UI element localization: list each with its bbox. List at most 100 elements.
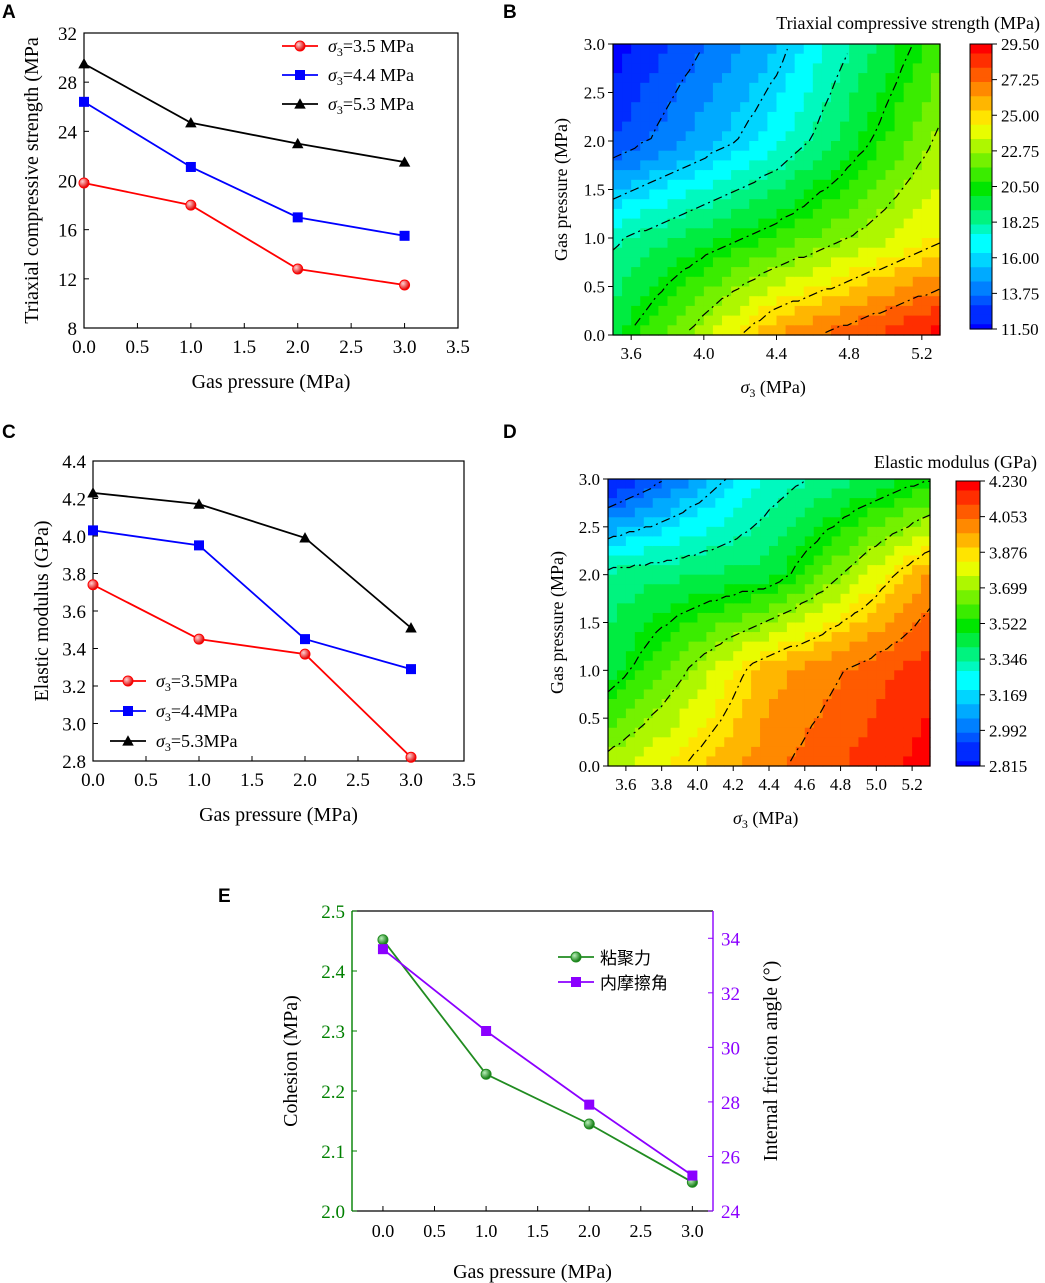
heatmap-cell <box>921 756 931 767</box>
heatmap-cell <box>731 247 741 258</box>
heatmap-cell <box>706 593 716 604</box>
heatmap-cell <box>921 651 931 662</box>
heatmap-cell <box>688 565 699 576</box>
heatmap-cell <box>616 545 627 557</box>
heatmap-cell <box>894 536 904 547</box>
heatmap-cell <box>652 536 663 547</box>
heatmap-cell <box>858 727 868 738</box>
heatmap-cell <box>731 208 741 220</box>
heatmap-cell <box>634 584 645 595</box>
heatmap-cell <box>840 315 850 326</box>
heatmap-cell <box>697 756 707 767</box>
heatmap-cell <box>697 488 707 499</box>
heatmap-cell <box>715 555 725 566</box>
heatmap-cell <box>876 325 887 336</box>
x-axis-label-sub: 3 <box>742 817 748 831</box>
heatmap-cell <box>694 121 705 132</box>
heatmap-cell <box>769 756 779 767</box>
heatmap-cell <box>694 111 705 123</box>
heatmap-cell <box>751 507 761 518</box>
heatmap-cell <box>658 82 669 94</box>
heatmap-cell <box>679 479 690 490</box>
heatmap-cell <box>667 73 678 84</box>
heatmap-cell <box>631 228 641 239</box>
heatmap-cell <box>858 44 868 55</box>
heatmap-cell <box>930 179 941 191</box>
heatmap-cell <box>812 247 823 258</box>
heatmap-cell <box>685 63 696 74</box>
heatmap-cell <box>813 517 824 528</box>
heatmap-cell <box>767 111 778 123</box>
heatmap-cell <box>894 44 905 55</box>
heatmap-cell <box>749 179 759 191</box>
x-tick-label: 0.0 <box>72 337 96 358</box>
heatmap-cell <box>616 584 627 595</box>
colorbar-segment <box>956 514 980 520</box>
heatmap-cell <box>804 660 815 671</box>
heatmap-cell <box>795 536 806 547</box>
heatmap-cell <box>858 622 868 633</box>
heatmap-cell <box>758 73 769 84</box>
heatmap-cell <box>769 670 779 681</box>
heatmap-cell <box>722 92 732 103</box>
heatmap-cell <box>867 660 877 671</box>
heatmap-cell <box>813 670 824 681</box>
heatmap-cell <box>676 111 687 123</box>
heatmap-cell <box>694 325 705 336</box>
left-tick-label: 2.5 <box>321 902 345 923</box>
heatmap-cell <box>667 208 678 220</box>
heatmap-cell <box>840 517 851 528</box>
heatmap-cell <box>849 218 859 229</box>
heatmap-cell <box>795 593 806 604</box>
heatmap-cell <box>840 170 850 181</box>
heatmap-cell <box>821 44 832 55</box>
heatmap-cell <box>652 622 663 633</box>
heatmap-cell <box>849 718 860 729</box>
heatmap-cell <box>625 632 636 643</box>
heatmap-cell <box>840 199 850 210</box>
heatmap-cell <box>821 82 832 94</box>
legend-label-sub: 3 <box>165 740 171 754</box>
heatmap-cell <box>631 44 641 55</box>
heatmap-cell <box>631 111 641 123</box>
heatmap-cell <box>706 603 716 614</box>
heatmap-cell <box>658 160 669 171</box>
heatmap-cell <box>749 296 759 307</box>
heatmap-cell <box>613 286 623 297</box>
x-tick-label: 4.4 <box>758 775 780 794</box>
heatmap-cell <box>758 150 769 161</box>
heatmap-cell <box>634 651 645 662</box>
heatmap-cell <box>722 82 732 94</box>
heatmap-cell <box>613 208 623 220</box>
heatmap-cell <box>712 179 723 191</box>
heatmap-cell <box>795 488 806 499</box>
heatmap-cell <box>867 545 877 557</box>
heatmap-cell <box>903 612 913 624</box>
heatmap-cell <box>760 555 770 566</box>
heatmap-cell <box>858 641 868 652</box>
heatmap-cell <box>613 305 623 317</box>
heatmap-cell <box>769 536 779 547</box>
colorbar-segment <box>956 509 980 515</box>
heatmap-cell <box>894 632 904 643</box>
heatmap-cell <box>760 670 770 681</box>
heatmap-cell <box>634 632 645 643</box>
heatmap-cell <box>640 247 650 258</box>
heatmap-cell <box>613 218 623 229</box>
heatmap-cell <box>867 325 878 336</box>
x-axis-label: Gas pressure (MPa) <box>453 1261 612 1283</box>
heatmap-cell <box>749 286 759 297</box>
heatmap-cell <box>685 257 696 268</box>
heatmap-cell <box>634 622 645 633</box>
colorbar-tick-label: 18.25 <box>1001 213 1039 232</box>
heatmap-cell <box>894 565 904 576</box>
heatmap-cell <box>876 756 886 767</box>
heatmap-cell <box>767 238 778 249</box>
heatmap-cell <box>903 141 914 152</box>
heatmap-cell <box>903 276 914 288</box>
heatmap-cell <box>849 593 860 604</box>
heatmap-cell <box>631 257 641 268</box>
colorbar-segment <box>956 528 980 534</box>
heatmap-cell <box>821 247 832 258</box>
heatmap-cell <box>858 536 868 547</box>
